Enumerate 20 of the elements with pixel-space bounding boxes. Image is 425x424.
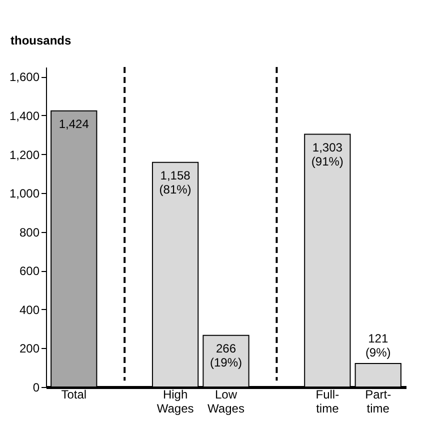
data-label: 1,158 (81%): [159, 168, 192, 196]
data-label: 1,424: [58, 116, 90, 131]
y-tick-label: 400: [19, 302, 40, 317]
x-tick-label: Total: [61, 388, 87, 402]
data-label: 121 (9%): [365, 332, 391, 360]
y-tick-label: 1,400: [9, 108, 40, 123]
y-tick-label: 0: [32, 380, 40, 394]
data-label: 266 (19%): [210, 341, 242, 370]
x-tick-label: Part-time: [365, 388, 392, 416]
x-tick-label: High Wages: [156, 388, 194, 416]
y-axis-title: thousands: [10, 34, 72, 48]
y-tick-label: 600: [19, 264, 40, 278]
x-tick-label: Full-time: [316, 388, 340, 416]
x-tick-label: Low Wages: [208, 388, 244, 416]
y-tick-label: 800: [19, 225, 40, 240]
y-tick-label: 1,200: [9, 148, 40, 162]
y-tick-label: 1,600: [9, 70, 40, 84]
y-tick-label: 200: [19, 342, 40, 356]
data-label: 1,303 (91%): [311, 140, 344, 168]
y-tick-label: 1,000: [9, 186, 40, 201]
